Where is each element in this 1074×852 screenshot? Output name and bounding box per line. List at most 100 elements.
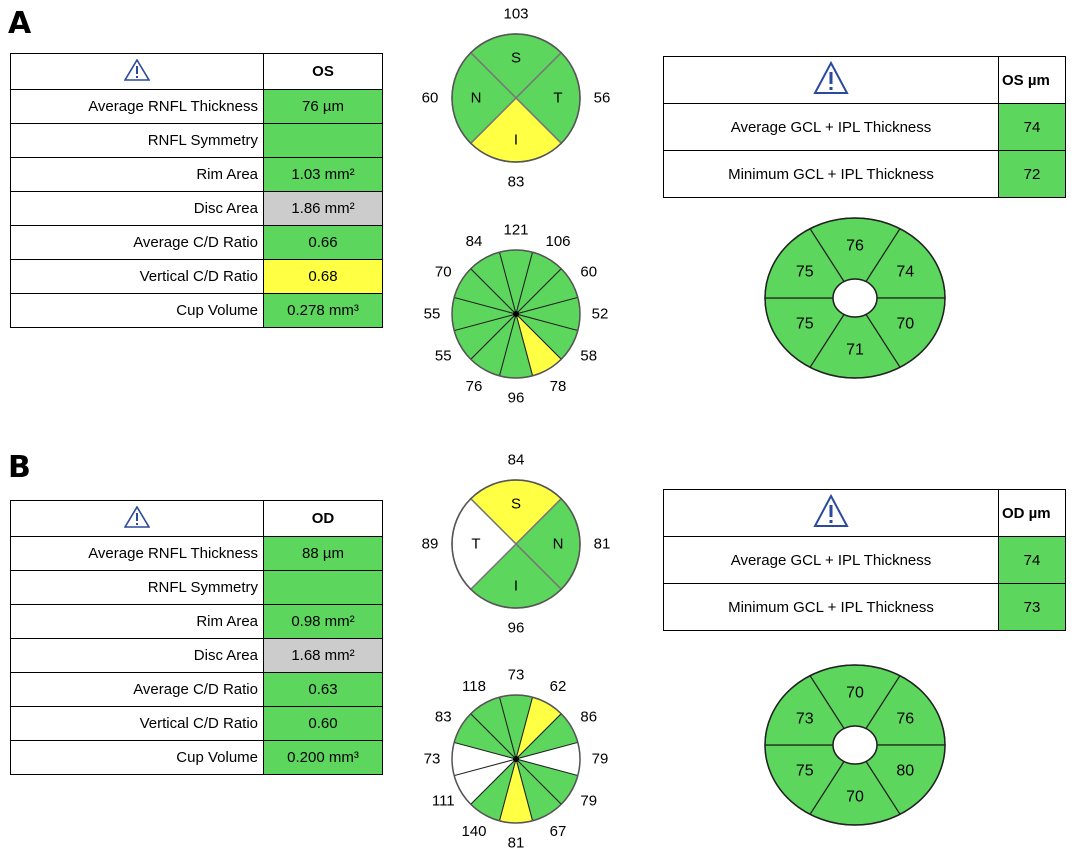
quadrant-letter: N [553, 536, 564, 553]
gcl-center-hole [832, 278, 878, 318]
gcl-sector-value: 75 [796, 264, 814, 281]
clock-hour-value: 55 [435, 348, 452, 365]
panel-letter-b: B [8, 450, 31, 485]
clock-hour-value: 70 [435, 264, 452, 281]
gcl-sector-value: 70 [846, 789, 864, 806]
clock-hour-value: 79 [592, 751, 609, 768]
quadrant-value: 103 [503, 6, 528, 23]
rnfl-param-label: Disc Area [10, 638, 264, 673]
quadrant-letter: T [553, 90, 562, 107]
quadrant-value: 60 [422, 90, 439, 107]
rnfl-param-label: RNFL Symmetry [10, 123, 264, 158]
gcl-sector-value: 76 [896, 711, 914, 728]
table-row: Vertical C/D Ratio 0.68 [10, 259, 383, 294]
quadrant-value: 89 [422, 536, 439, 553]
gcl-center-hole [832, 725, 878, 765]
rnfl-table-od: OD Average RNFL Thickness 88 µm RNFL Symme… [10, 500, 383, 775]
clock-center-dot [513, 756, 519, 762]
gcl-sector-value: 75 [796, 763, 814, 780]
gcl-sector-value: 73 [796, 711, 814, 728]
rnfl-table-os: OS Average RNFL Thickness 76 µm RNFL Symme… [10, 53, 383, 328]
rnfl-param-value: 0.278 mm³ [263, 293, 383, 328]
table-row: Rim Area 1.03 mm² [10, 157, 383, 192]
gcl-param-value: 73 [998, 583, 1066, 631]
table-row: Average RNFL Thickness 76 µm [10, 89, 383, 124]
rnfl-param-label: Rim Area [10, 157, 264, 192]
gcl-param-value: 74 [998, 536, 1066, 584]
quadrant-letter: I [514, 132, 518, 149]
gcl-table-od: OD µm Average GCL + IPL Thickness 74 Minim… [663, 489, 1066, 631]
rnfl-param-value: 0.60 [263, 706, 383, 741]
gcl-table-os: OS µm Average GCL + IPL Thickness 74 Minim… [663, 56, 1066, 198]
rnfl-param-value: 1.03 mm² [263, 157, 383, 192]
rnfl-param-label: Average RNFL Thickness [10, 89, 264, 124]
rnfl-param-label: Cup Volume [10, 293, 264, 328]
clock-hour-value: 140 [461, 823, 486, 840]
quadrant-value: 56 [594, 90, 611, 107]
clock-hour-value: 52 [592, 306, 609, 323]
gcl-param-value: 74 [998, 103, 1066, 151]
gcl-param-label: Minimum GCL + IPL Thickness [663, 150, 999, 198]
rnfl-param-value: 88 µm [263, 536, 383, 571]
clock-hour-value: 79 [580, 793, 597, 810]
clock-hour-value: 86 [580, 709, 597, 726]
clock-center-dot [513, 311, 519, 317]
rnfl-param-value: 0.200 mm³ [263, 740, 383, 775]
table-row: Cup Volume 0.278 mm³ [10, 293, 383, 328]
clock-hour-value: 83 [435, 709, 452, 726]
rnfl-param-value: 0.63 [263, 672, 383, 707]
rnfl-param-label: Rim Area [10, 604, 264, 639]
warning-triangle-icon [123, 57, 151, 81]
gcl-table-warning-cell [663, 56, 999, 104]
rnfl-param-label: Cup Volume [10, 740, 264, 775]
clock-hour-value: 111 [432, 793, 455, 810]
quadrant-letter: S [511, 50, 521, 67]
clock-hour-value: 106 [545, 233, 570, 250]
rnfl-param-value: 1.86 mm² [263, 191, 383, 226]
rnfl-table-eye-header: OD [263, 500, 383, 537]
quadrant-outline [451, 479, 581, 609]
clock-hour-value: 81 [508, 835, 525, 852]
rnfl-param-value: 76 µm [263, 89, 383, 124]
panel-letter-a: A [8, 6, 32, 41]
warning-triangle-icon [813, 60, 849, 94]
clock-hour-value: 76 [466, 378, 483, 395]
rnfl-param-value: 1.68 mm² [263, 638, 383, 673]
gcl-outline [764, 217, 946, 379]
quadrant-outline [451, 33, 581, 163]
clock-hour-value: 78 [550, 378, 567, 395]
table-row: Minimum GCL + IPL Thickness 72 [663, 150, 1066, 198]
clock-outline [451, 694, 581, 824]
clock-hour-value: 55 [424, 306, 441, 323]
gcl-outline [764, 664, 946, 826]
clock-hour-value: 58 [580, 348, 597, 365]
table-row: Minimum GCL + IPL Thickness 73 [663, 583, 1066, 631]
clock-hour-value: 96 [508, 390, 525, 407]
quadrant-value: 83 [508, 174, 525, 191]
table-row: Average GCL + IPL Thickness 74 [663, 536, 1066, 584]
quadrant-value: 96 [508, 620, 525, 637]
clock-hour-value: 60 [580, 264, 597, 281]
quadrant-value: 81 [594, 536, 611, 553]
table-row: Disc Area 1.68 mm² [10, 638, 383, 673]
gcl-param-label: Minimum GCL + IPL Thickness [663, 583, 999, 631]
clock-hour-value: 73 [424, 751, 441, 768]
clock-hour-value: 121 [503, 222, 528, 239]
quadrant-letter: S [511, 496, 521, 513]
table-row: Cup Volume 0.200 mm³ [10, 740, 383, 775]
table-row: Disc Area 1.86 mm² [10, 191, 383, 226]
clock-hour-value: 62 [550, 678, 567, 695]
gcl-sector-value: 75 [796, 316, 814, 333]
table-row: RNFL Symmetry [10, 570, 383, 605]
clock-hour-value: 67 [550, 823, 567, 840]
gcl-param-value: 72 [998, 150, 1066, 198]
quadrant-letter: I [514, 578, 518, 595]
gcl-sector-value: 76 [846, 238, 864, 255]
gcl-table-eye-header: OD µm [998, 489, 1066, 537]
warning-triangle-icon [813, 493, 849, 527]
rnfl-param-value: 0.98 mm² [263, 604, 383, 639]
gcl-sector-value: 70 [846, 685, 864, 702]
gcl-sector-value: 70 [896, 316, 914, 333]
quadrant-letter: N [471, 90, 482, 107]
